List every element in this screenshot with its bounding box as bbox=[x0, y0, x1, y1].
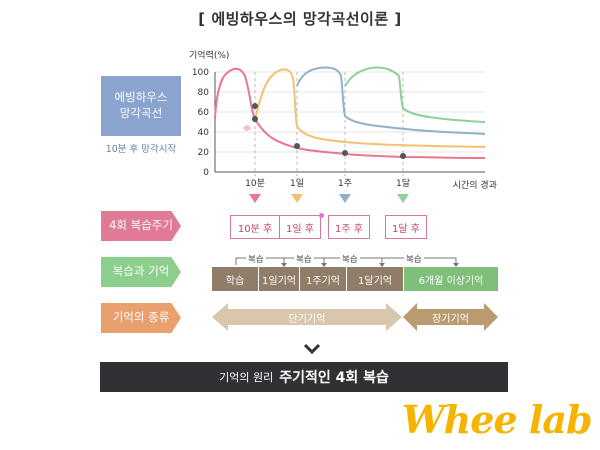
stage-1week: 1주기억 bbox=[300, 267, 346, 291]
y-tick-label: 20 bbox=[198, 148, 210, 158]
wheelab-logo: Whee lab bbox=[402, 397, 593, 442]
bracket-arrowhead bbox=[453, 263, 459, 267]
review-cycle-label: 4회 복습주기 bbox=[109, 218, 173, 233]
x-tick-label: 1달 bbox=[396, 177, 410, 189]
curve-point bbox=[400, 153, 406, 159]
curve-blue bbox=[296, 66, 486, 135]
bracket-arrowhead bbox=[281, 263, 287, 267]
x-tick-label: 1주 bbox=[338, 178, 352, 189]
curve-point bbox=[294, 143, 300, 149]
y-tick-label: 60 bbox=[198, 108, 210, 118]
review-marker bbox=[397, 194, 409, 203]
memory-type-tag: 기억의 종류 bbox=[101, 303, 181, 333]
review-marker bbox=[249, 194, 261, 203]
page-title: [ 에빙하우스의 망각곡선이론 ] bbox=[198, 10, 402, 28]
review-label: 1주 후 bbox=[335, 223, 363, 235]
x-tick-label: 1일 bbox=[290, 178, 304, 189]
stage-6month: 6개월 이상기억 bbox=[404, 267, 498, 291]
review-memory-label: 복습과 기억 bbox=[112, 264, 170, 279]
stage-label: 1주기억 bbox=[306, 275, 340, 287]
summary-strong: 주기적인 4회 복습 bbox=[279, 370, 389, 386]
review-box-1month: 1달 후 bbox=[385, 215, 427, 239]
bracket-label: 복습 bbox=[246, 253, 266, 265]
bracket-label: 복습 bbox=[404, 253, 424, 265]
review-dot bbox=[319, 213, 324, 218]
bracket-label: 복습 bbox=[340, 253, 360, 265]
review-marker bbox=[339, 194, 351, 203]
review-memory-tag: 복습과 기억 bbox=[101, 257, 181, 287]
y-tick-label: 100 bbox=[192, 68, 209, 78]
stage-label: 학습 bbox=[225, 275, 245, 287]
y-tick-label: 0 bbox=[203, 168, 209, 178]
bracket-arrowhead bbox=[321, 263, 327, 267]
y-axis-label: 기억력(%) bbox=[189, 49, 229, 61]
x-tick-label: 10분 bbox=[245, 178, 265, 189]
stage-label: 1일기억 bbox=[262, 275, 296, 287]
chevron-down-icon bbox=[303, 343, 321, 355]
summary-bar: 기억의 원리 주기적인 4회 복습 bbox=[100, 362, 508, 392]
bracket-label: 복습 bbox=[294, 253, 314, 265]
review-marker bbox=[291, 194, 303, 203]
y-tick-label: 40 bbox=[198, 128, 210, 138]
curve-point bbox=[252, 103, 258, 109]
curve-title-box: 에빙하우스 망각곡선 bbox=[101, 76, 181, 136]
review-box-1day: 1일 후 bbox=[279, 215, 321, 239]
short-term-arrow bbox=[212, 303, 402, 331]
x-axis-label: 시간의 경과 bbox=[453, 179, 497, 191]
curve-point bbox=[342, 150, 348, 156]
stage-1day: 1일기억 bbox=[259, 267, 299, 291]
long-term-label: 장기기억 bbox=[432, 313, 469, 325]
forgetting-curve-chart: 기억력(%) 0 20 40 60 80 100 10분 1일 1주 1달 시간의 경과 bbox=[189, 49, 497, 203]
bracket-arrowhead bbox=[379, 263, 385, 267]
memory-type-label: 기억의 종류 bbox=[112, 310, 170, 325]
review-cycle-tag: 4회 복습주기 bbox=[101, 211, 181, 241]
petal-mark bbox=[243, 125, 251, 131]
curve-point bbox=[252, 116, 258, 122]
curve-green bbox=[344, 66, 486, 123]
curve-title-text: 에빙하우스 망각곡선 bbox=[114, 90, 168, 120]
review-label: 10분 후 bbox=[237, 223, 273, 235]
stage-1month: 1달기억 bbox=[347, 267, 403, 291]
short-term-label: 단기기억 bbox=[288, 313, 326, 325]
y-tick-label: 80 bbox=[198, 88, 210, 98]
stage-learning: 학습 bbox=[212, 267, 258, 291]
summary-prefix: 기억의 원리 bbox=[219, 371, 274, 384]
stage-label: 1달기억 bbox=[358, 275, 392, 287]
curve-caption: 10분 후 망각시작 bbox=[105, 144, 177, 155]
review-box-10min: 10분 후 bbox=[230, 215, 280, 239]
curve-yellow bbox=[254, 68, 486, 148]
stage-label: 6개월 이상기억 bbox=[418, 275, 484, 287]
review-label: 1달 후 bbox=[392, 223, 420, 235]
review-label: 1일 후 bbox=[286, 223, 314, 235]
long-term-arrow bbox=[403, 303, 498, 331]
review-box-1week: 1주 후 bbox=[328, 215, 370, 239]
